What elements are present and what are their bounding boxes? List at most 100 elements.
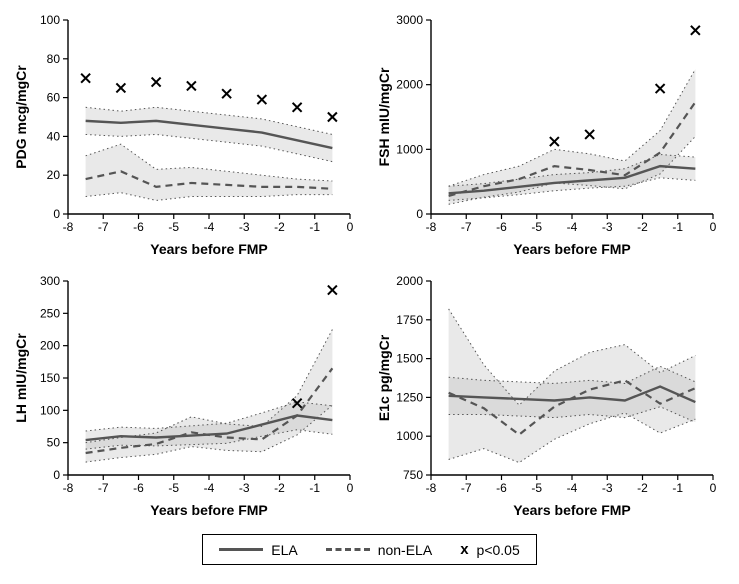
sig-marker bbox=[152, 78, 161, 87]
sig-marker bbox=[690, 26, 699, 35]
x-label: Years before FMP bbox=[513, 241, 631, 257]
svg-text:750: 750 bbox=[402, 468, 422, 482]
svg-text:-4: -4 bbox=[566, 481, 577, 495]
svg-text:1750: 1750 bbox=[396, 313, 423, 327]
legend-swatch-x: x bbox=[460, 541, 468, 558]
svg-text:-7: -7 bbox=[460, 481, 471, 495]
svg-text:-8: -8 bbox=[63, 220, 74, 234]
svg-text:-6: -6 bbox=[133, 220, 144, 234]
svg-text:2000: 2000 bbox=[396, 78, 423, 92]
svg-text:-2: -2 bbox=[637, 220, 648, 234]
svg-text:100: 100 bbox=[40, 13, 60, 27]
panel-pdg: -8 -7 -6 -5 -4 -3 -2 -1 0 0 20 bbox=[10, 10, 360, 260]
panel-wrap-lh: -8 -7 -6 -5 -4 -3 -2 -1 0 0 50 bbox=[10, 271, 367, 526]
svg-text:250: 250 bbox=[40, 306, 60, 320]
svg-text:0: 0 bbox=[53, 207, 60, 221]
svg-text:-3: -3 bbox=[239, 220, 250, 234]
x-label: Years before FMP bbox=[513, 502, 631, 518]
svg-text:3000: 3000 bbox=[396, 13, 423, 27]
svg-text:60: 60 bbox=[47, 91, 61, 105]
svg-text:-3: -3 bbox=[601, 481, 612, 495]
legend-swatch-dash bbox=[326, 548, 370, 551]
svg-text:20: 20 bbox=[47, 168, 61, 182]
svg-text:-4: -4 bbox=[566, 220, 577, 234]
legend-label-sig: p<0.05 bbox=[477, 542, 520, 558]
sig-marker bbox=[328, 286, 337, 295]
svg-text:-7: -7 bbox=[460, 220, 471, 234]
svg-text:-6: -6 bbox=[496, 220, 507, 234]
svg-text:-5: -5 bbox=[531, 220, 542, 234]
svg-text:1000: 1000 bbox=[396, 142, 423, 156]
svg-text:200: 200 bbox=[40, 339, 60, 353]
panel-fsh: -8 -7 -6 -5 -4 -3 -2 -1 0 0 10 bbox=[373, 10, 723, 260]
panel-wrap-e1c: -8 -7 -6 -5 -4 -3 -2 -1 0 750 bbox=[373, 271, 730, 526]
svg-text:50: 50 bbox=[47, 436, 61, 450]
legend-swatch-solid bbox=[219, 548, 263, 551]
svg-text:-4: -4 bbox=[204, 481, 215, 495]
svg-text:1250: 1250 bbox=[396, 390, 423, 404]
sig-marker bbox=[81, 74, 90, 83]
legend-label-ela: ELA bbox=[271, 542, 297, 558]
svg-text:0: 0 bbox=[416, 207, 423, 221]
legend-item-sig: x p<0.05 bbox=[460, 541, 520, 558]
sig-marker bbox=[293, 103, 302, 112]
svg-text:-2: -2 bbox=[274, 220, 285, 234]
sig-marker bbox=[655, 84, 664, 93]
svg-text:-5: -5 bbox=[168, 220, 179, 234]
y-label: PDG mcg/mgCr bbox=[13, 65, 29, 169]
sig-marker bbox=[549, 137, 558, 146]
svg-text:1000: 1000 bbox=[396, 429, 423, 443]
svg-text:100: 100 bbox=[40, 403, 60, 417]
svg-text:0: 0 bbox=[709, 220, 716, 234]
y-label: LH mIU/mgCr bbox=[13, 333, 29, 423]
ci-band-ela bbox=[86, 402, 333, 449]
svg-text:-5: -5 bbox=[531, 481, 542, 495]
svg-text:-1: -1 bbox=[309, 220, 320, 234]
svg-text:-1: -1 bbox=[672, 220, 683, 234]
chart-grid: -8 -7 -6 -5 -4 -3 -2 -1 0 0 20 bbox=[10, 10, 729, 526]
svg-text:-3: -3 bbox=[601, 220, 612, 234]
x-label: Years before FMP bbox=[150, 502, 268, 518]
svg-text:-8: -8 bbox=[63, 481, 74, 495]
svg-text:-1: -1 bbox=[672, 481, 683, 495]
y-label: E1c pg/mgCr bbox=[376, 334, 392, 421]
svg-text:2000: 2000 bbox=[396, 274, 423, 288]
svg-text:40: 40 bbox=[47, 129, 61, 143]
sig-marker bbox=[222, 89, 231, 98]
svg-text:0: 0 bbox=[347, 220, 354, 234]
sig-marker bbox=[257, 95, 266, 104]
svg-text:-4: -4 bbox=[204, 220, 215, 234]
svg-text:300: 300 bbox=[40, 274, 60, 288]
legend-item-nonela: non-ELA bbox=[326, 542, 432, 558]
svg-text:1500: 1500 bbox=[396, 352, 423, 366]
legend-label-nonela: non-ELA bbox=[378, 542, 432, 558]
svg-text:-8: -8 bbox=[425, 481, 436, 495]
svg-text:-8: -8 bbox=[425, 220, 436, 234]
svg-text:150: 150 bbox=[40, 371, 60, 385]
svg-text:-1: -1 bbox=[309, 481, 320, 495]
svg-text:-6: -6 bbox=[496, 481, 507, 495]
x-label: Years before FMP bbox=[150, 241, 268, 257]
panel-lh: -8 -7 -6 -5 -4 -3 -2 -1 0 0 50 bbox=[10, 271, 360, 521]
svg-text:-5: -5 bbox=[168, 481, 179, 495]
svg-text:0: 0 bbox=[53, 468, 60, 482]
sig-marker bbox=[187, 81, 196, 90]
svg-text:-2: -2 bbox=[274, 481, 285, 495]
panel-e1c: -8 -7 -6 -5 -4 -3 -2 -1 0 750 bbox=[373, 271, 723, 521]
svg-text:-2: -2 bbox=[637, 481, 648, 495]
svg-text:0: 0 bbox=[709, 481, 716, 495]
svg-text:-3: -3 bbox=[239, 481, 250, 495]
legend: ELA non-ELA x p<0.05 bbox=[202, 534, 537, 565]
svg-text:0: 0 bbox=[347, 481, 354, 495]
sig-marker bbox=[116, 83, 125, 92]
sig-marker bbox=[328, 113, 337, 122]
svg-text:-7: -7 bbox=[98, 220, 109, 234]
panel-wrap-fsh: -8 -7 -6 -5 -4 -3 -2 -1 0 0 10 bbox=[373, 10, 730, 265]
svg-text:-6: -6 bbox=[133, 481, 144, 495]
legend-item-ela: ELA bbox=[219, 542, 297, 558]
sig-marker bbox=[585, 130, 594, 139]
svg-text:80: 80 bbox=[47, 52, 61, 66]
svg-text:-7: -7 bbox=[98, 481, 109, 495]
y-label: FSH mIU/mgCr bbox=[376, 67, 392, 166]
panel-wrap-pdg: -8 -7 -6 -5 -4 -3 -2 -1 0 0 20 bbox=[10, 10, 367, 265]
